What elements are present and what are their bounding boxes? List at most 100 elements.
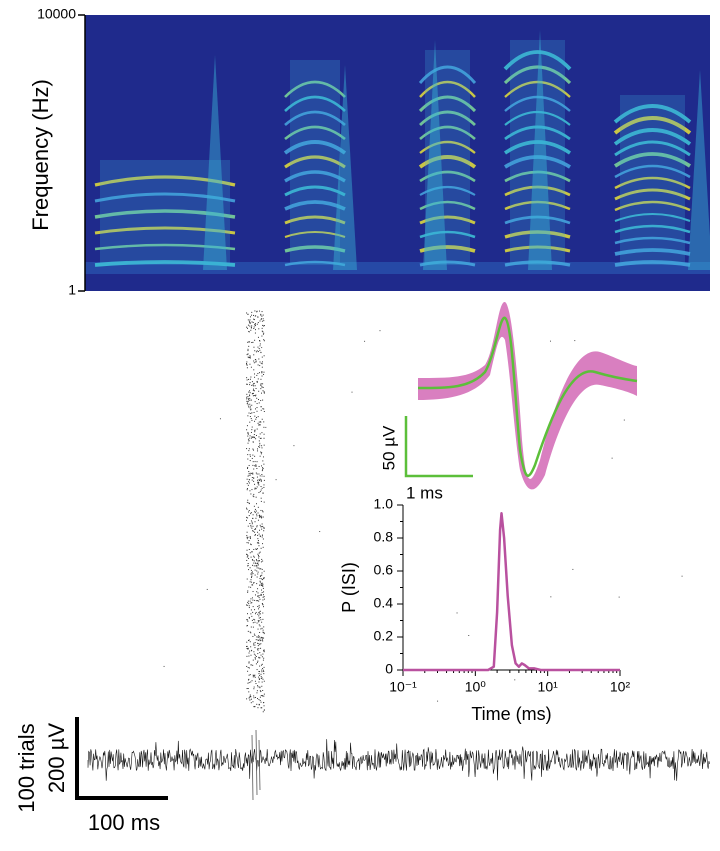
- spike: [260, 568, 262, 570]
- spike: [246, 489, 248, 491]
- spike: [262, 318, 264, 320]
- spike: [259, 613, 261, 615]
- harmonic: [504, 185, 571, 197]
- spike: [246, 619, 248, 621]
- spike: [261, 311, 263, 313]
- spike: [256, 473, 258, 475]
- spike: [255, 496, 257, 498]
- spike: [261, 582, 263, 584]
- spike: [253, 369, 255, 371]
- spike: [260, 628, 262, 630]
- spike: [249, 416, 251, 418]
- spike: [258, 421, 260, 423]
- spike: [256, 467, 258, 469]
- harmonic: [504, 230, 571, 239]
- spike: [249, 536, 251, 538]
- spike: [248, 472, 250, 474]
- spike: [262, 618, 264, 620]
- spike: [261, 592, 263, 594]
- spike: [260, 639, 262, 641]
- spike: [258, 704, 260, 706]
- spike: [257, 661, 259, 663]
- harmonic: [614, 176, 691, 190]
- spike: [257, 698, 259, 700]
- spike: [257, 645, 259, 647]
- spike: [260, 352, 262, 354]
- spike: [259, 625, 261, 627]
- spike: [258, 328, 260, 330]
- spike: [261, 589, 263, 591]
- spike: [263, 421, 265, 423]
- spike: [246, 364, 248, 366]
- spike: [250, 513, 252, 515]
- harmonic: [418, 65, 477, 84]
- spike: [247, 356, 249, 358]
- spike: [259, 320, 261, 322]
- spike: [259, 551, 261, 553]
- spike: [249, 695, 251, 697]
- spike: [261, 470, 263, 472]
- spike: [258, 635, 260, 637]
- spike: [262, 538, 264, 540]
- spike: [261, 636, 263, 638]
- spike: [254, 324, 256, 326]
- spike: [249, 316, 251, 318]
- spike: [261, 320, 263, 322]
- spike: [258, 608, 260, 610]
- spike: [258, 678, 260, 680]
- y-tick-label: 10000: [37, 6, 76, 22]
- spike: [263, 332, 265, 334]
- spike: [253, 565, 255, 567]
- spike: [249, 397, 251, 399]
- spike: [260, 313, 262, 315]
- spike: [263, 391, 265, 393]
- spike: [249, 394, 251, 396]
- spike: [257, 364, 259, 366]
- noise-floor: [85, 262, 710, 274]
- spike: [257, 595, 259, 597]
- spike: [246, 519, 248, 521]
- x-tick-label: 10¹: [538, 679, 559, 695]
- spike: [252, 384, 254, 386]
- spike: [254, 657, 256, 659]
- spike: [259, 690, 261, 692]
- spike: [250, 526, 252, 528]
- spike: [259, 345, 261, 347]
- spike: [246, 354, 248, 356]
- spike: [262, 383, 264, 385]
- x-tick-label: 10⁰: [465, 679, 487, 695]
- spike: [250, 586, 252, 588]
- spike: [246, 553, 248, 555]
- spike: [254, 634, 256, 636]
- spike: [254, 487, 256, 489]
- spike: [248, 569, 250, 571]
- spike: [248, 481, 250, 483]
- spike: [261, 671, 263, 673]
- spike: [249, 319, 251, 321]
- spike: [254, 674, 256, 676]
- spike: [258, 402, 260, 404]
- spike: [248, 617, 250, 619]
- spike: [262, 510, 264, 512]
- spike: [246, 312, 248, 314]
- spike: [257, 399, 259, 401]
- spike: [263, 637, 265, 639]
- spike: [253, 556, 255, 558]
- spike: [249, 490, 251, 492]
- spike: [253, 383, 255, 385]
- spike: [252, 472, 254, 474]
- spike: [262, 469, 264, 471]
- spike: [248, 341, 250, 343]
- spike: [259, 581, 261, 583]
- spike: [259, 421, 261, 423]
- spike: [260, 673, 262, 675]
- spike: [259, 437, 261, 439]
- spike: [250, 520, 252, 522]
- spike: [249, 455, 251, 457]
- spike: [256, 526, 258, 528]
- spike: [262, 629, 264, 631]
- spike: [250, 418, 252, 420]
- spike: [256, 591, 258, 593]
- harmonic: [94, 243, 236, 251]
- spike: [263, 650, 265, 652]
